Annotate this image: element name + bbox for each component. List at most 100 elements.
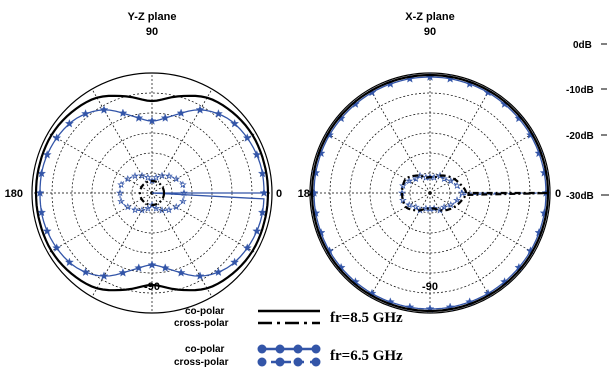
marker-co-6-5 bbox=[52, 243, 62, 252]
marker-co-6-5 bbox=[252, 226, 262, 235]
marker-co-6-5 bbox=[134, 263, 144, 272]
marker-co-6-5 bbox=[147, 116, 157, 125]
marker-cross-6-5 bbox=[172, 175, 181, 183]
marker-co-6-5 bbox=[118, 268, 128, 277]
marker-co-6-5 bbox=[257, 207, 267, 217]
marker-co-6-5 bbox=[147, 260, 157, 269]
marker-cross-6-5 bbox=[440, 202, 449, 211]
marker-co-6-5 bbox=[64, 257, 74, 267]
marker-cross-6-5 bbox=[458, 188, 466, 197]
polar-panel-yz: Y-Z plane 90 0 -90 180 bbox=[5, 11, 282, 314]
marker-co-6-5 bbox=[195, 271, 205, 280]
marker-cross-6-5 bbox=[138, 206, 146, 214]
marker-cross-6-5 bbox=[152, 204, 161, 212]
marker-co-6-5 bbox=[514, 113, 524, 123]
marker-cross-6-5 bbox=[453, 196, 461, 204]
marker-cross-6-5 bbox=[180, 188, 188, 197]
marker-cross-6-5 bbox=[158, 206, 166, 214]
angle-label-0-yz: 0 bbox=[276, 188, 282, 200]
angle-label-90-xz: 90 bbox=[424, 26, 436, 38]
marker-co-6-5 bbox=[242, 133, 252, 142]
db-tick-label: -20dB bbox=[566, 131, 594, 142]
marker-co-6-5 bbox=[99, 271, 109, 280]
marker-cross-6-5 bbox=[179, 197, 187, 205]
marker-co-6-5 bbox=[42, 150, 52, 159]
db-tick-label: -30dB bbox=[566, 191, 594, 202]
marker-cross-6-5 bbox=[411, 202, 420, 211]
grid-spoke bbox=[429, 192, 491, 298]
grid-spoke bbox=[325, 132, 431, 194]
marker-co-6-5 bbox=[81, 109, 91, 118]
marker-cross-6-5 bbox=[165, 171, 173, 180]
marker-cross-6-5 bbox=[405, 176, 414, 185]
marker-cross-6-5 bbox=[117, 197, 125, 205]
trace-co-polar-8-5 bbox=[34, 94, 270, 292]
marker-co-6-5 bbox=[64, 119, 74, 128]
marker-co-6-5 bbox=[230, 119, 240, 128]
grid-spoke bbox=[151, 192, 257, 254]
trace-co-polar-8-5 bbox=[310, 73, 550, 313]
panel-title-xz: X-Z plane bbox=[405, 11, 455, 23]
marker-co-6-5 bbox=[242, 243, 252, 252]
marker-cross-6-5 bbox=[123, 203, 132, 211]
trace-cross-polar-8-5 bbox=[138, 179, 166, 207]
db-tick-label: 0dB bbox=[573, 40, 592, 51]
db-tick-label: -10dB bbox=[566, 85, 594, 96]
marker-co-6-5 bbox=[325, 130, 334, 139]
marker-co-6-5 bbox=[81, 267, 91, 276]
pattern-traces-yz bbox=[34, 94, 270, 292]
marker-cross-6-5 bbox=[179, 180, 187, 188]
marker-cross-6-5 bbox=[446, 176, 455, 185]
marker-cross-6-5 bbox=[116, 188, 124, 197]
marker-cross-6-5 bbox=[123, 175, 132, 183]
marker-cross-6-5 bbox=[399, 181, 407, 190]
legend-swatch-cross-6-5 bbox=[257, 357, 321, 367]
trace-cross-polar-8-5 bbox=[400, 174, 551, 212]
marker-co-6-5 bbox=[213, 267, 223, 276]
marker-cross-6-5 bbox=[158, 171, 166, 179]
legend-label-co-polar-8-5: co-polar bbox=[185, 306, 225, 317]
marker-co-6-5 bbox=[539, 168, 549, 177]
legend-group-8-5: fr=8.5 GHz bbox=[330, 310, 403, 326]
marker-cross-6-5 bbox=[453, 181, 461, 190]
marker-cross-6-5 bbox=[138, 171, 146, 179]
grid-spoke bbox=[429, 192, 535, 254]
marker-cross-6-5 bbox=[143, 173, 152, 181]
trace-cross-polar-6-5 bbox=[119, 174, 185, 212]
legend-label-cross-polar-8-5: cross-polar bbox=[174, 318, 229, 329]
marker-co-6-5 bbox=[316, 148, 326, 158]
marker-co-6-5 bbox=[336, 113, 346, 123]
panel-title-yz: Y-Z plane bbox=[128, 11, 177, 23]
marker-co-6-5 bbox=[160, 113, 170, 122]
marker-co-6-5 bbox=[160, 263, 170, 272]
marker-co-6-5 bbox=[230, 257, 240, 267]
marker-co-6-5 bbox=[526, 130, 535, 139]
marker-co-6-5 bbox=[311, 168, 321, 177]
marker-cross-6-5 bbox=[446, 200, 455, 209]
legend-label-co-polar-6-5: co-polar bbox=[185, 344, 225, 355]
marker-cross-6-5 bbox=[152, 173, 161, 181]
polar-panel-xz: X-Z plane 90 0 -90 180 bbox=[298, 11, 561, 314]
angle-label-0-xz: 0 bbox=[555, 188, 561, 200]
marker-cross-6-5 bbox=[131, 205, 139, 214]
marker-cross-6-5 bbox=[411, 174, 420, 183]
marker-co-6-5 bbox=[42, 226, 52, 235]
marker-cross-6-5 bbox=[165, 205, 173, 214]
marker-cross-6-5 bbox=[426, 172, 434, 181]
marker-co-6-5 bbox=[52, 133, 62, 142]
marker-co-6-5 bbox=[195, 105, 205, 114]
marker-co-6-5 bbox=[252, 150, 262, 159]
marker-co-6-5 bbox=[213, 109, 223, 118]
angle-label-90-yz: 90 bbox=[146, 26, 158, 38]
marker-cross-6-5 bbox=[172, 203, 181, 211]
marker-cross-6-5 bbox=[405, 200, 414, 209]
legend-label-cross-polar-6-5: cross-polar bbox=[174, 357, 229, 368]
marker-cross-6-5 bbox=[399, 196, 407, 204]
marker-co-6-5 bbox=[534, 148, 544, 158]
grid-ring bbox=[31, 72, 273, 314]
grid-spoke bbox=[151, 192, 213, 298]
marker-co-6-5 bbox=[134, 113, 144, 122]
legend-swatch-co-6-5 bbox=[257, 344, 321, 354]
marker-co-6-5 bbox=[118, 108, 128, 117]
